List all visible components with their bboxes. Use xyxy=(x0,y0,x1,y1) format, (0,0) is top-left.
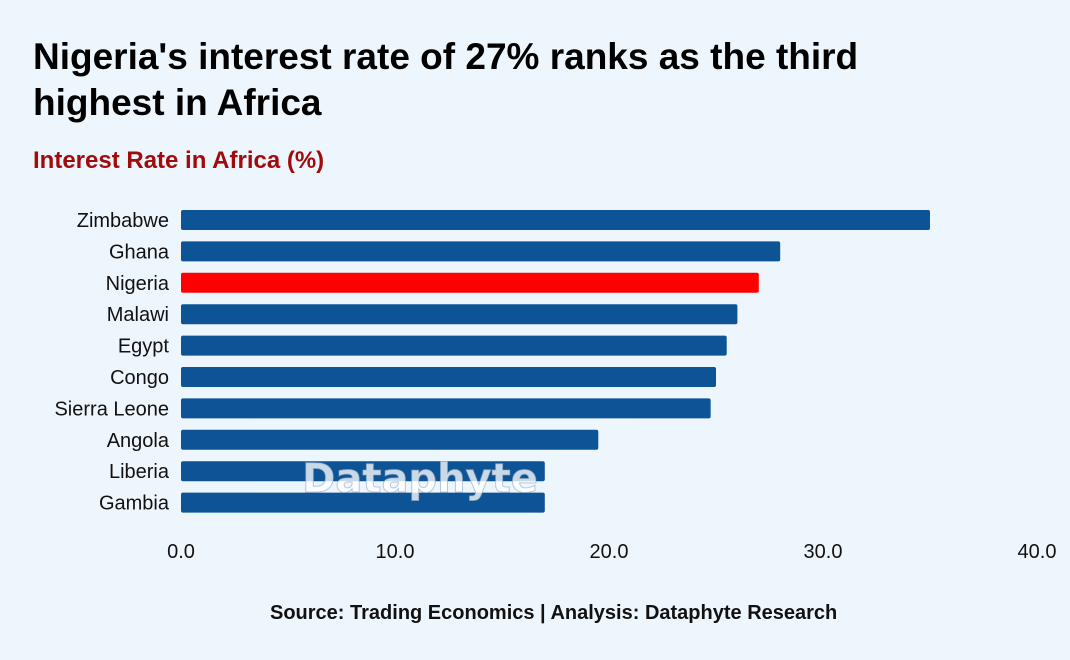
category-label-congo: Congo xyxy=(110,367,169,389)
category-label-liberia: Liberia xyxy=(109,461,170,483)
category-label-malawi: Malawi xyxy=(107,304,169,326)
bar-gambia xyxy=(181,492,545,513)
bar-congo xyxy=(181,367,716,387)
category-label-zimbabwe: Zimbabwe xyxy=(77,210,169,232)
bars-group xyxy=(181,210,930,513)
category-label-ghana: Ghana xyxy=(109,241,170,263)
x-tick-label: 10.0 xyxy=(376,541,415,563)
bar-zimbabwe xyxy=(181,210,930,230)
dataphyte-watermark-logo: Dataphyte xyxy=(302,456,539,503)
x-tick-label: 20.0 xyxy=(590,541,629,563)
source-note: Source: Trading Economics | Analysis: Da… xyxy=(270,602,838,624)
category-label-gambia: Gambia xyxy=(99,493,170,515)
bar-malawi xyxy=(181,304,738,325)
watermark-text: Dataphyte xyxy=(302,456,538,502)
bar-nigeria xyxy=(181,272,759,293)
chart-title: Nigeria's interest rate of 27% ranks as … xyxy=(33,36,859,123)
x-tick-label: 30.0 xyxy=(804,541,843,563)
category-label-egypt: Egypt xyxy=(118,336,170,358)
category-labels: Zimbabwe Ghana Nigeria Malawi Egypt Congo Sier… xyxy=(54,210,169,515)
x-tick-label: 0.0 xyxy=(167,541,195,563)
x-axis-ticks: 0.0 10.0 20.0 30.0 40.0 xyxy=(167,541,1056,563)
bar-egypt xyxy=(181,335,727,356)
bar-ghana xyxy=(181,241,781,262)
bar-sierra-leone xyxy=(181,398,711,419)
category-label-nigeria: Nigeria xyxy=(106,273,170,295)
bar-angola xyxy=(181,429,599,450)
chart-subtitle: Interest Rate in Africa (%) xyxy=(33,147,325,174)
x-tick-label: 40.0 xyxy=(1018,541,1057,563)
category-label-sierra-leone: Sierra Leone xyxy=(54,398,169,420)
category-label-angola: Angola xyxy=(107,430,170,452)
bar-liberia xyxy=(181,461,545,482)
bar-chart: Zimbabwe Ghana Nigeria Malawi Egypt Congo Sier… xyxy=(54,210,1056,563)
